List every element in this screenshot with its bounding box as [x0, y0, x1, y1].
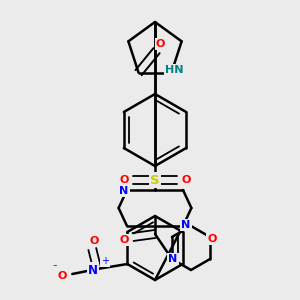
Text: N: N [182, 220, 190, 230]
Text: -: - [52, 260, 56, 272]
Text: HN: HN [165, 65, 184, 75]
Text: N: N [88, 263, 98, 277]
Text: +: + [101, 256, 109, 266]
Text: S: S [150, 173, 160, 187]
Text: O: O [181, 175, 191, 185]
Text: O: O [119, 175, 129, 185]
Text: O: O [119, 235, 129, 245]
Text: O: O [58, 271, 67, 281]
Text: O: O [90, 236, 99, 246]
Text: O: O [207, 234, 217, 244]
Text: O: O [156, 39, 165, 49]
Text: N: N [119, 186, 129, 196]
Text: N: N [168, 254, 178, 264]
